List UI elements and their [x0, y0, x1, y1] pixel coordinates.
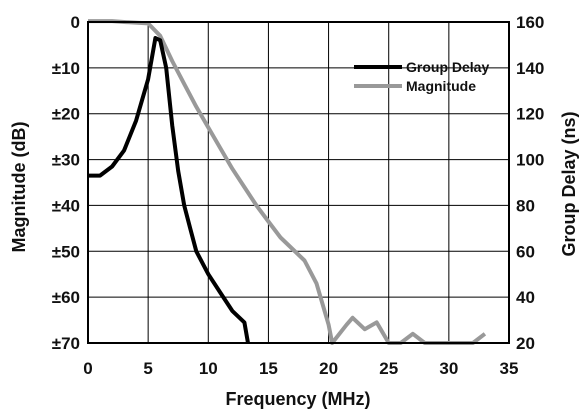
y-left-tick-label: ±40 — [52, 196, 80, 215]
x-tick-label: 15 — [259, 359, 278, 378]
y-left-axis-label: Magnitude (dB) — [9, 122, 29, 253]
y-left-tick-label: ±50 — [52, 242, 80, 261]
grid — [88, 22, 509, 343]
x-tick-label: 0 — [83, 359, 92, 378]
y-right-tick-label: 80 — [516, 196, 535, 215]
y-right-tick-label: 20 — [516, 334, 535, 353]
y-right-tick-label: 40 — [516, 288, 535, 307]
legend-label-magnitude: Magnitude — [406, 78, 476, 94]
y-right-axis-label: Group Delay (ns) — [559, 111, 579, 256]
series-line-group-delay — [88, 36, 250, 344]
y-right-axis-ticks: 160 140 120 100 80 60 40 20 — [516, 13, 544, 353]
y-right-tick-label: 100 — [516, 151, 544, 170]
y-left-tick-label: ±10 — [52, 59, 80, 78]
series-layer — [88, 19, 487, 345]
legend-label-group-delay: Group Delay — [406, 59, 489, 75]
legend: Group Delay Magnitude — [354, 59, 489, 94]
x-tick-label: 30 — [439, 359, 458, 378]
y-left-tick-label: ±20 — [52, 105, 80, 124]
y-left-tick-label: ±70 — [52, 334, 80, 353]
x-axis-label: Frequency (MHz) — [225, 389, 370, 409]
x-axis-ticks: 0 5 10 15 20 25 30 35 — [83, 359, 518, 378]
x-tick-label: 20 — [319, 359, 338, 378]
x-tick-label: 25 — [379, 359, 398, 378]
x-tick-label: 10 — [199, 359, 218, 378]
x-tick-label: 35 — [500, 359, 519, 378]
y-left-tick-label: ±60 — [52, 288, 80, 307]
y-left-tick-label: ±30 — [52, 151, 80, 170]
y-right-tick-label: 120 — [516, 105, 544, 124]
series-line-magnitude — [88, 19, 487, 345]
y-left-axis-ticks: 0 ±10 ±20 ±30 ±40 ±50 ±60 ±70 — [52, 13, 80, 353]
y-right-tick-label: 160 — [516, 13, 544, 32]
plot-frame — [87, 21, 510, 344]
y-left-tick-label: 0 — [71, 13, 80, 32]
x-tick-label: 5 — [143, 359, 152, 378]
y-right-tick-label: 140 — [516, 59, 544, 78]
y-right-tick-label: 60 — [516, 242, 535, 261]
